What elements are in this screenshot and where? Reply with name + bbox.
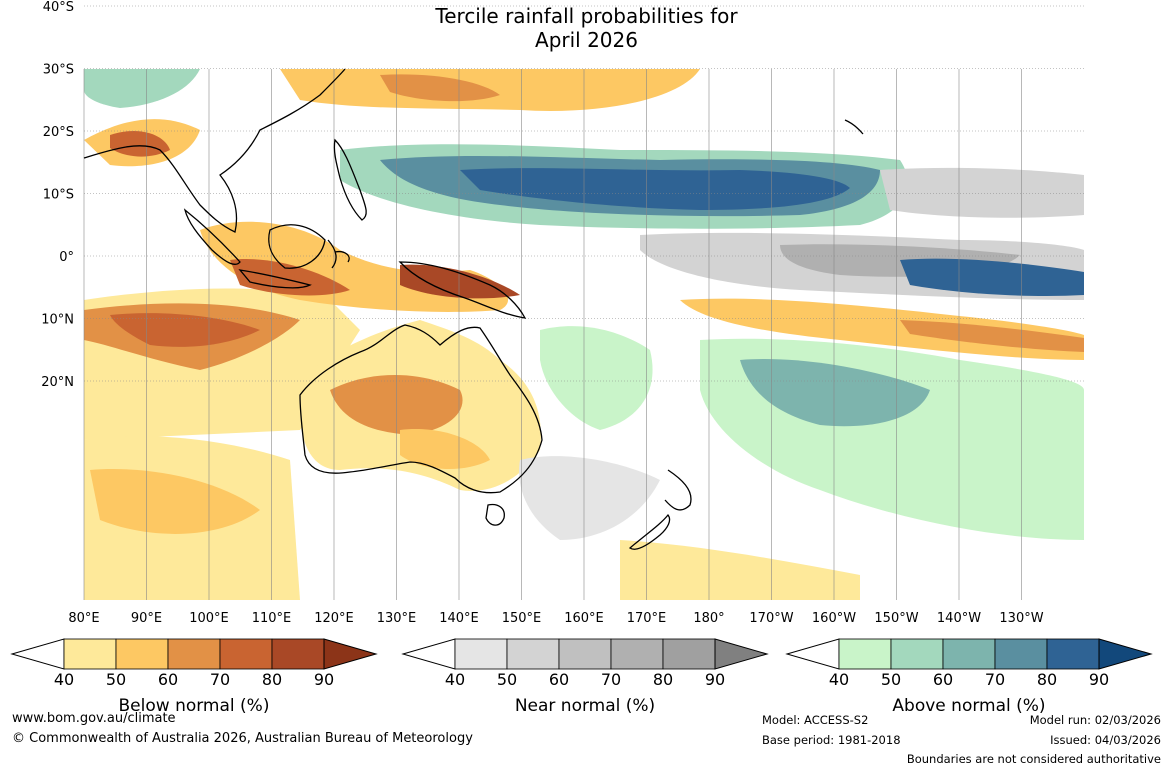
coastlines bbox=[83, 68, 864, 550]
longitude-label: 110°E bbox=[252, 611, 292, 626]
colorbar-segment bbox=[219, 638, 273, 670]
longitude-label: 90°E bbox=[131, 611, 162, 626]
legend-below-normal: 40 50 60 70 80 90 bbox=[10, 636, 378, 690]
colorbar-tick-label: 90 bbox=[314, 670, 334, 686]
longitude-label: 160°E bbox=[564, 611, 604, 626]
sumatra-coastline bbox=[183, 208, 241, 265]
longitude-label: 140°E bbox=[439, 611, 479, 626]
colorbar-segment bbox=[454, 638, 508, 670]
australia-coastline bbox=[299, 324, 543, 494]
legend-near-normal: 40 50 60 70 80 90 bbox=[401, 636, 769, 690]
graticule bbox=[83, 5, 1084, 600]
title-line-2: April 2026 bbox=[535, 28, 638, 52]
hawaii-coastline bbox=[844, 119, 864, 135]
model-run-text: Model run: 02/03/2026 bbox=[1029, 713, 1161, 727]
java-coastline bbox=[238, 269, 312, 289]
colorbar-segment bbox=[662, 638, 716, 670]
longitude-label: 130°E bbox=[377, 611, 417, 626]
colorbar-tick-label: 70 bbox=[601, 670, 621, 686]
map-title: Tercile rainfall probabilities for April… bbox=[0, 4, 1173, 52]
base-period-text: Base period: 1981-2018 bbox=[762, 733, 901, 747]
probability-map: 20°N10°N0°10°S20°S30°S40°S50°S 80°E90°E1… bbox=[41, 0, 1084, 626]
tasmania-coastline bbox=[485, 503, 505, 526]
bom-url-link[interactable]: www.bom.gov.au/climate bbox=[12, 711, 176, 726]
colorbar-above-normal: 40 50 60 70 80 90 bbox=[785, 638, 1153, 689]
legend-title-below-normal: Below normal (%) bbox=[118, 696, 270, 716]
colorbar-tick-label: 40 bbox=[54, 670, 74, 686]
colorbar-tick-label: 80 bbox=[653, 670, 673, 686]
legend-above-normal: 40 50 60 70 80 90 bbox=[785, 636, 1153, 690]
issued-text: Issued: 04/03/2026 bbox=[1050, 733, 1161, 747]
colorbar-lower-extension bbox=[401, 638, 456, 670]
longitude-label: 130°W bbox=[999, 611, 1043, 626]
colorbar-segment bbox=[890, 638, 944, 670]
colorbar-segment bbox=[558, 638, 612, 670]
legend-title-above-normal: Above normal (%) bbox=[892, 696, 1046, 716]
colorbar-tick-label: 70 bbox=[985, 670, 1005, 686]
colorbar-tick-label: 40 bbox=[445, 670, 465, 686]
colorbar-segment bbox=[942, 638, 996, 670]
latitude-labels: 20°N10°N0°10°S20°S30°S40°S50°S bbox=[41, 0, 74, 390]
colorbar-near-normal: 40 50 60 70 80 90 bbox=[401, 638, 769, 689]
colorbar-tick-label: 50 bbox=[106, 670, 126, 686]
latitude-label: 0° bbox=[59, 250, 74, 265]
colorbar-tick-label: 90 bbox=[705, 670, 725, 686]
longitude-label: 140°W bbox=[937, 611, 981, 626]
latitude-label: 20°S bbox=[43, 125, 74, 140]
colorbar-upper-extension bbox=[714, 638, 769, 670]
copyright-text: © Commonwealth of Australia 2026, Austra… bbox=[12, 731, 473, 746]
colorbar-segment bbox=[610, 638, 664, 670]
colorbar-segment bbox=[506, 638, 560, 670]
colorbar-tick-label: 40 bbox=[829, 670, 849, 686]
new-guinea-coastline bbox=[398, 261, 527, 319]
latitude-label: 40°S bbox=[43, 0, 74, 15]
latitude-label: 10°N bbox=[41, 313, 74, 328]
colorbar-segment bbox=[1046, 638, 1100, 670]
longitude-label: 180° bbox=[693, 611, 724, 626]
mainland-asia-coastline bbox=[83, 68, 346, 233]
latitude-label: 20°N bbox=[41, 375, 74, 390]
latitude-label: 10°S bbox=[43, 188, 74, 203]
colorbar-segment bbox=[115, 638, 169, 670]
longitude-label: 100°E bbox=[189, 611, 229, 626]
colorbar-segment bbox=[838, 638, 892, 670]
colorbar-segment bbox=[63, 638, 117, 670]
colorbar-tick-label: 70 bbox=[210, 670, 230, 686]
colorbar-tick-label: 50 bbox=[497, 670, 517, 686]
longitude-label: 170°W bbox=[749, 611, 793, 626]
colorbar-tick-label: 60 bbox=[158, 670, 178, 686]
colorbar-tick-label: 80 bbox=[262, 670, 282, 686]
colorbar-tick-label: 60 bbox=[549, 670, 569, 686]
longitude-label: 150°W bbox=[874, 611, 918, 626]
disclaimer-text: Boundaries are not considered authoritat… bbox=[906, 752, 1161, 766]
longitude-label: 80°E bbox=[68, 611, 99, 626]
title-line-1: Tercile rainfall probabilities for bbox=[435, 4, 738, 28]
longitude-label: 160°W bbox=[812, 611, 856, 626]
longitude-label: 170°E bbox=[627, 611, 667, 626]
colorbar-segment bbox=[271, 638, 325, 670]
sulawesi-coastline bbox=[327, 239, 350, 269]
longitude-labels: 80°E 90°E 100°E 110°E 120°E 130°E 140°E 150°E 16… bbox=[68, 611, 1043, 626]
colorbar-below-normal: 40 50 60 70 80 90 bbox=[10, 638, 378, 689]
colorbar-lower-extension bbox=[10, 638, 65, 670]
colorbar-segment bbox=[994, 638, 1048, 670]
philippines-coastline bbox=[333, 138, 367, 221]
colorbar-segment bbox=[167, 638, 221, 670]
longitude-label: 150°E bbox=[502, 611, 542, 626]
longitude-label: 120°E bbox=[314, 611, 354, 626]
colorbar-tick-label: 90 bbox=[1089, 670, 1109, 686]
colorbar-tick-label: 50 bbox=[881, 670, 901, 686]
legend-title-near-normal: Near normal (%) bbox=[514, 696, 656, 716]
colorbar-lower-extension bbox=[785, 638, 840, 670]
borneo-coastline bbox=[268, 224, 326, 269]
model-text: Model: ACCESS-S2 bbox=[762, 713, 869, 727]
rainfall-field bbox=[84, 69, 1084, 600]
latitude-label: 30°S bbox=[43, 63, 74, 78]
colorbar-tick-label: 80 bbox=[1037, 670, 1057, 686]
new-zealand-coastline bbox=[628, 469, 692, 550]
colorbar-upper-extension bbox=[323, 638, 378, 670]
colorbar-tick-label: 60 bbox=[933, 670, 953, 686]
colorbar-upper-extension bbox=[1098, 638, 1153, 670]
